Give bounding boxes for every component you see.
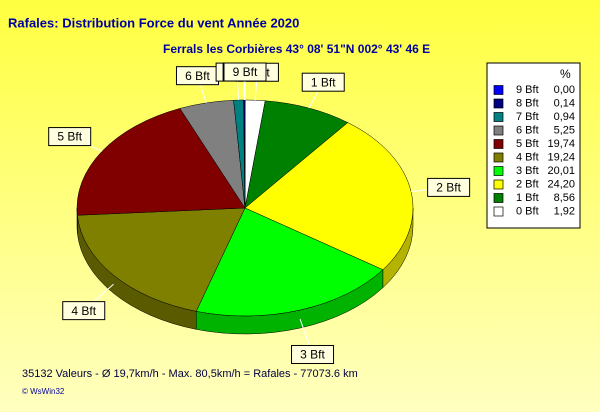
slice <box>77 207 246 312</box>
slice-label: 6 Bft <box>185 69 210 83</box>
slice <box>244 122 414 271</box>
legend-value: 8,56 <box>554 192 575 204</box>
slice-label: 4 Bft <box>71 304 96 318</box>
label-box <box>301 72 345 92</box>
legend-value: 19,24 <box>547 151 575 163</box>
chart-subtitle: Ferrals les Corbières 43° 08' 51"N 002° … <box>163 42 430 56</box>
credit: © WsWin32 <box>22 387 65 396</box>
slice-label: 1 Bft <box>311 75 336 89</box>
legend-value: 0,00 <box>554 84 575 96</box>
legend-label: 9 Bft <box>516 84 539 96</box>
legend-swatch <box>493 85 504 95</box>
legend-value: 20,01 <box>547 165 575 177</box>
legend-value: 0,14 <box>554 97 575 109</box>
slice-label: 9 Bft <box>233 65 258 79</box>
slice <box>244 100 349 209</box>
legend-swatch <box>493 112 504 122</box>
legend-label: 2 Bft <box>516 178 539 190</box>
legend-label: 3 Bft <box>516 165 539 177</box>
legend-header: % <box>560 67 571 81</box>
label-box <box>223 62 267 82</box>
legend-label: 8 Bft <box>516 97 539 109</box>
chart-title: Rafales: Distribution Force du vent Anné… <box>8 15 299 30</box>
legend-label: 0 Bft <box>516 205 539 217</box>
slice-label: 2 Bft <box>436 181 461 195</box>
legend-label: 6 Bft <box>516 124 539 136</box>
legend-value: 1,92 <box>554 205 575 217</box>
label-box <box>62 301 106 321</box>
legend-label: 1 Bft <box>516 192 539 204</box>
legend-swatch <box>493 179 504 190</box>
legend-swatch <box>493 152 504 163</box>
legend-swatch <box>493 98 504 109</box>
label-box <box>291 344 335 364</box>
legend-label: 7 Bft <box>516 111 539 123</box>
legend-label: 5 Bft <box>516 138 539 150</box>
legend-value: 5,25 <box>554 124 575 136</box>
legend-label: 4 Bft <box>516 151 539 163</box>
legend-swatch <box>493 206 504 217</box>
footer: 35132 Valeurs - Ø 19,7km/h - Max. 80,5km… <box>22 368 358 380</box>
slice <box>195 207 384 317</box>
legend-value: 24,20 <box>547 178 575 190</box>
legend-value: 0,94 <box>554 111 575 123</box>
legend-swatch <box>493 193 504 203</box>
label-box <box>48 127 92 147</box>
slice-label: 3 Bft <box>300 348 325 362</box>
slice-label: 5 Bft <box>57 130 82 144</box>
slice <box>76 108 246 216</box>
label-box <box>427 177 471 197</box>
legend-value: 19,74 <box>547 138 575 150</box>
legend-swatch <box>493 166 504 176</box>
legend-swatch <box>493 139 504 149</box>
legend-swatch <box>493 125 504 136</box>
